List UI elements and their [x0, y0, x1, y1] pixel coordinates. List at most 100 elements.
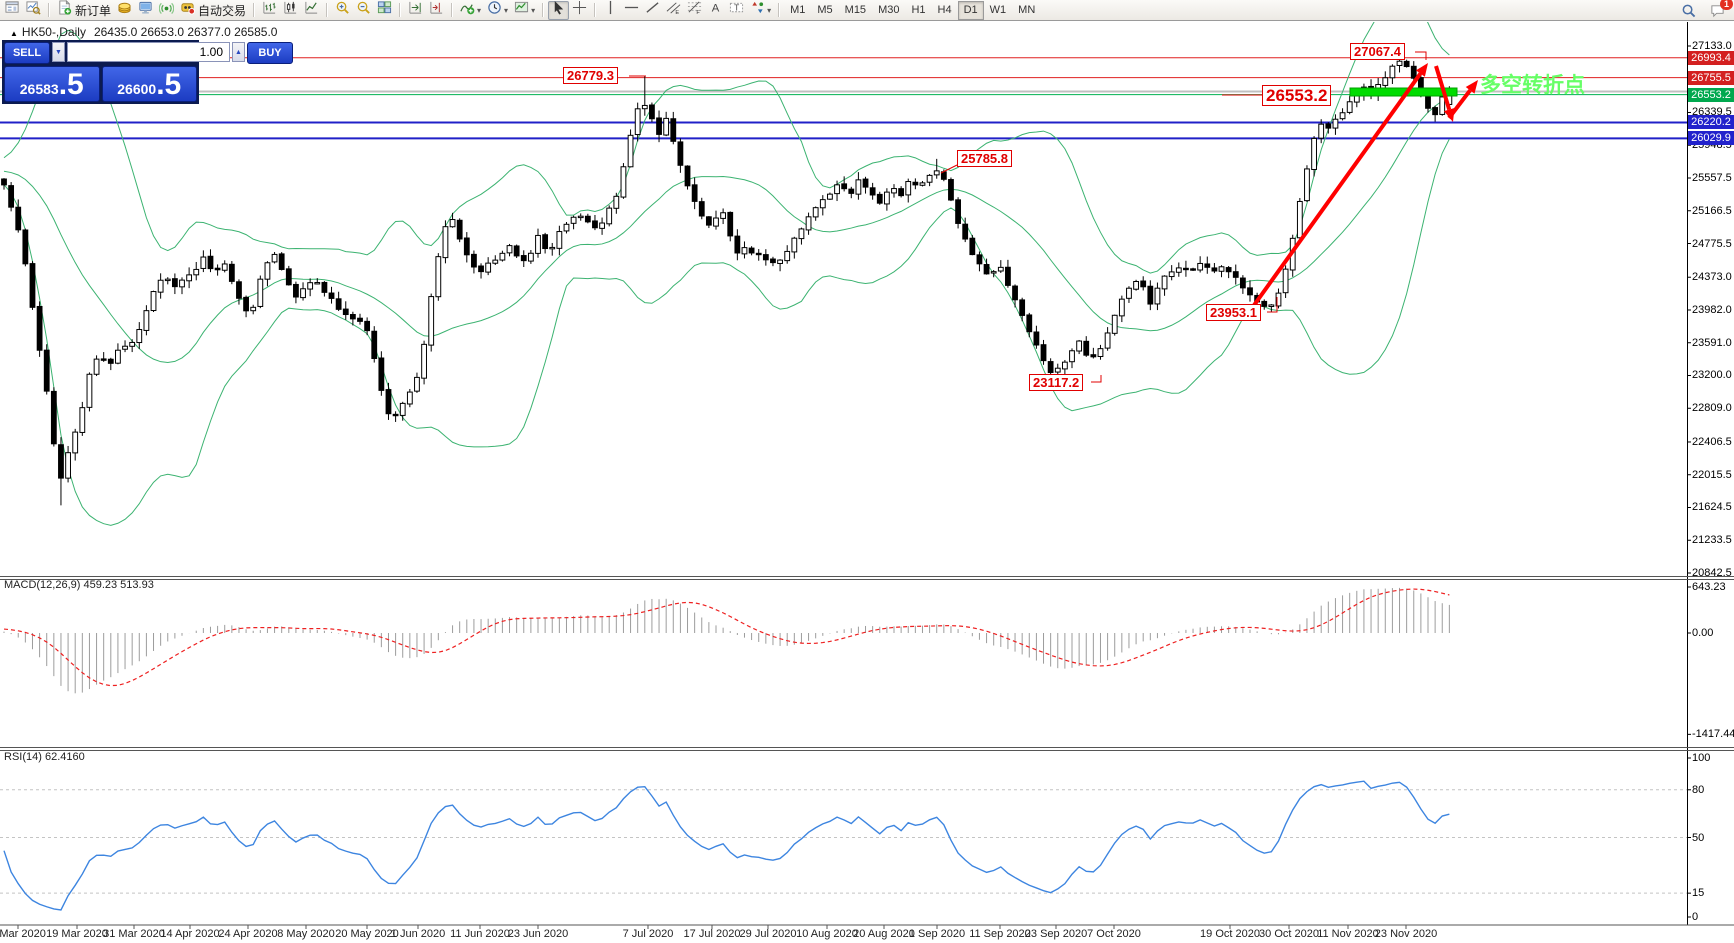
text-button[interactable]: A: [705, 1, 726, 20]
timeframe-button-m30[interactable]: M30: [878, 3, 900, 16]
volume-increase-button[interactable]: ▲: [232, 42, 245, 62]
rsi-axis-tick: 100: [1692, 752, 1711, 764]
volume-decrease-button[interactable]: ▼: [52, 42, 65, 62]
line-chart-button[interactable]: [301, 1, 322, 20]
timeframe-button-m5[interactable]: M5: [817, 3, 833, 16]
timeframe-button-mn[interactable]: MN: [1018, 3, 1036, 16]
zoom-in-button[interactable]: [332, 1, 353, 20]
candle-chart-button[interactable]: [280, 1, 301, 20]
deposit-button[interactable]: [114, 1, 135, 20]
date-axis-label: 11 Sep 2020: [969, 928, 1031, 940]
timeframe-button-h4[interactable]: H4: [937, 3, 952, 16]
fibonacci-button[interactable]: F: [684, 1, 705, 20]
price-axis-tick: 23982.0: [1692, 303, 1732, 316]
toolbar-separator: [451, 3, 454, 17]
data-window-button[interactable]: [23, 1, 44, 20]
market-watch-button[interactable]: [2, 1, 23, 20]
indicators-button[interactable]: ▾: [457, 1, 484, 20]
price-axis-tick: 20842.5: [1692, 567, 1732, 579]
auto-scroll-button[interactable]: [405, 1, 426, 20]
arrows-button[interactable]: ▾: [747, 1, 774, 20]
rsi-layer: [0, 780, 1687, 911]
timeframe-button-m1[interactable]: M1: [790, 3, 806, 16]
trend-arrow-head: [1415, 63, 1428, 77]
date-axis-label: 31 Mar 2020: [103, 928, 165, 940]
buy-button[interactable]: BUY: [247, 42, 293, 64]
price-callout[interactable]: 26779.3: [563, 67, 618, 84]
trend-arrow[interactable]: [1447, 89, 1472, 120]
channel-button[interactable]: E: [663, 1, 684, 20]
timeframe-button-m15[interactable]: M15: [844, 3, 867, 16]
chevron-down-icon: ▾: [531, 5, 536, 15]
date-axis-label: 11 Nov 2020: [1317, 928, 1379, 940]
news-button[interactable]: [156, 1, 177, 20]
rsi-axis-tick: 15: [1692, 887, 1705, 900]
date-axis-label: 7 Oct 2020: [1087, 928, 1141, 940]
price-level-badge: 26029.9: [1688, 131, 1734, 146]
periods-button[interactable]: ▾: [484, 1, 511, 20]
shapes-icon: [750, 0, 765, 20]
price-callout[interactable]: 27067.4: [1350, 43, 1405, 60]
vps-button[interactable]: [135, 1, 156, 20]
sell-price-pips: .5: [58, 68, 84, 101]
notification-badge: 1: [1719, 0, 1733, 10]
search-button[interactable]: [1678, 1, 1699, 20]
trend-icon: [645, 0, 660, 20]
zoom-out-button[interactable]: [353, 1, 374, 20]
price-axis-tick: 25166.5: [1692, 204, 1732, 217]
chart-search-icon: [26, 0, 41, 20]
price-callout[interactable]: 25785.8: [957, 150, 1012, 167]
svg-text:T: T: [734, 2, 739, 12]
timeframe-button-w1[interactable]: W1: [989, 3, 1007, 16]
text-label-icon: T: [729, 0, 744, 20]
date-axis-label: 10 Aug 2020: [796, 928, 858, 940]
vline-button[interactable]: [600, 0, 621, 20]
trendline-button[interactable]: [642, 1, 663, 20]
annotations-layer[interactable]: [629, 51, 1478, 383]
tile-windows-button[interactable]: [374, 1, 395, 20]
cursor-button[interactable]: [548, 0, 570, 20]
price-axis-tick: 27133.0: [1692, 40, 1732, 52]
chat-button[interactable]: 1: [1707, 0, 1733, 20]
price-axis-tick: 22406.5: [1692, 435, 1732, 448]
doc-plus-icon: [57, 0, 72, 20]
price-callout[interactable]: 23117.2: [1029, 374, 1084, 391]
chart-shift-button[interactable]: [426, 1, 447, 20]
horizontal-lines-layer[interactable]: [0, 57, 1687, 140]
price-callout[interactable]: 26553.2: [1262, 85, 1332, 106]
toolbar-separator: [542, 3, 545, 17]
crosshair-button[interactable]: [569, 0, 590, 20]
volume-input[interactable]: [67, 42, 230, 62]
rsi-axis-tick: 50: [1692, 831, 1705, 844]
price-axis-tick: 23200.0: [1692, 369, 1732, 382]
price-level-badge: 26993.4: [1688, 50, 1734, 65]
bar-chart-button[interactable]: [259, 1, 280, 20]
hline-icon: [624, 0, 639, 20]
date-axis-label: 9 Mar 2020: [0, 928, 46, 940]
date-axis-label: 29 Jul 2020: [739, 928, 797, 940]
price-axis-tick: 22809.0: [1692, 402, 1732, 415]
price-callout[interactable]: 23953.1: [1206, 304, 1261, 321]
panel-frame-layer: [0, 22, 1734, 929]
new-order-button[interactable]: 新订单: [54, 0, 114, 20]
chevron-down-icon: ▾: [477, 5, 482, 15]
trend-arrow[interactable]: [1250, 72, 1423, 310]
timeframe-button-d1[interactable]: D1: [957, 0, 984, 20]
bull-bear-turning-point-note[interactable]: 多空转折点: [1480, 74, 1585, 97]
hline-button[interactable]: [621, 1, 642, 20]
collapse-icon[interactable]: ▲: [10, 29, 18, 38]
trend-arrow[interactable]: [1434, 65, 1452, 111]
fibo-icon: F: [687, 0, 702, 20]
buy-price-button[interactable]: 26600.5: [101, 66, 197, 102]
label-button[interactable]: T: [726, 1, 747, 20]
date-axis-label: 1 Jun 2020: [390, 928, 446, 940]
date-axis-label: 23 Jun 2020: [507, 928, 569, 940]
timeframe-button-h1[interactable]: H1: [911, 3, 926, 16]
autotrading-button[interactable]: 自动交易: [177, 1, 249, 20]
shift-end-icon: [429, 0, 444, 20]
sell-price-button[interactable]: 26583.5: [4, 66, 100, 102]
templates-button[interactable]: ▾: [511, 1, 538, 20]
sell-button[interactable]: SELL: [4, 42, 50, 64]
